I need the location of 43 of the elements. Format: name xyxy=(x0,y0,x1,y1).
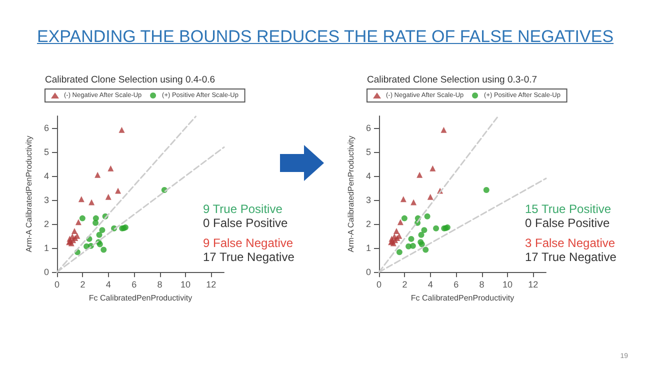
y-tick-label: 2 xyxy=(366,219,371,230)
annotation: 17 True Negative xyxy=(203,250,295,264)
x-axis-title: Fc CalibratedPenProductivity xyxy=(88,294,192,302)
y-tick-label: 3 xyxy=(366,195,371,206)
y-axis-title: Arm-A CalibratedPenProductivity xyxy=(346,136,356,252)
x-tick-label: 6 xyxy=(454,280,459,290)
y-tick-label: 1 xyxy=(44,243,49,254)
y-tick-label: 2 xyxy=(44,219,49,230)
x-tick-label: 2 xyxy=(80,280,86,290)
annotation: 9 True Positive xyxy=(203,202,283,216)
x-tick-label: 12 xyxy=(528,280,538,290)
y-tick-label: 4 xyxy=(366,171,371,182)
x-axis-title: Fc CalibratedPenProductivity xyxy=(410,294,514,302)
y-tick-label: 0 xyxy=(44,267,49,278)
y-tick-label: 1 xyxy=(366,243,371,254)
x-tick-label: 4 xyxy=(106,280,111,290)
x-tick-label: 8 xyxy=(157,280,162,290)
y-tick-label: 0 xyxy=(366,267,371,278)
x-tick-label: 0 xyxy=(376,280,382,290)
annotation: 9 False Negative xyxy=(203,236,294,250)
text: EXPANDING THE BOUNDS REDUCES THE RATE OF FALSE NEGATIVES xyxy=(37,27,614,47)
y-tick-label: 4 xyxy=(44,171,49,182)
y-tick-label: 6 xyxy=(366,123,371,134)
annotation: 3 False Negative xyxy=(525,236,616,250)
x-tick-label: 0 xyxy=(54,280,60,290)
y-tick-label: 6 xyxy=(44,123,49,134)
x-tick-label: 8 xyxy=(479,280,484,290)
x-tick-label: 10 xyxy=(502,280,512,290)
annotation: 17 True Negative xyxy=(525,250,617,264)
annotation: 0 False Positive xyxy=(525,216,610,230)
x-tick-label: 6 xyxy=(132,280,137,290)
chart-title: Calibrated Clone Selection using 0.4-0.6 xyxy=(45,74,216,86)
x-tick-label: 4 xyxy=(428,280,433,290)
x-tick-label: 10 xyxy=(180,280,190,290)
annotation: 15 True Positive xyxy=(525,202,612,216)
x-tick-label: 12 xyxy=(206,280,216,290)
y-tick-label: 5 xyxy=(366,147,371,158)
y-axis-title: Arm-A CalibratedPenProductivity xyxy=(24,136,34,252)
x-tick-label: 2 xyxy=(402,280,408,290)
annotation: 0 False Positive xyxy=(203,216,288,230)
y-tick-label: 3 xyxy=(44,195,49,206)
y-tick-label: 5 xyxy=(44,147,49,158)
chart-title: Calibrated Clone Selection using 0.3-0.7 xyxy=(367,74,538,86)
